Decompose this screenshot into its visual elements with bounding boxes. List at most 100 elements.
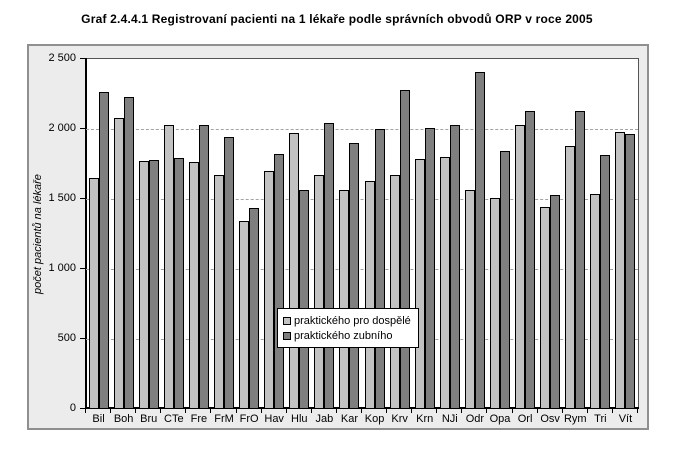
bar-Hav-series1	[274, 154, 285, 409]
legend-item-dental: praktického zubního	[283, 328, 411, 343]
x-tick-10	[336, 409, 337, 413]
bar-Vít-series0	[615, 132, 626, 409]
y-axis-line	[85, 58, 87, 409]
x-tick-20	[587, 409, 588, 413]
x-tick-label-Osv: Osv	[540, 413, 560, 425]
x-tick-label-Fre: Fre	[190, 413, 208, 425]
bar-Fre-series0	[188, 162, 199, 409]
gridline-2000	[86, 129, 638, 130]
bar-Tri-series0	[590, 194, 601, 409]
bar-Bil-series0	[88, 178, 99, 409]
x-tick-6	[236, 409, 237, 413]
bar-Tri-series1	[600, 155, 611, 409]
x-tick-7	[261, 409, 262, 413]
legend-item-adults: praktického pro dospělé	[283, 313, 411, 328]
bar-NJi-series1	[449, 125, 460, 409]
x-tick-13	[411, 409, 412, 413]
bar-Rym-series0	[565, 146, 576, 409]
bar-Krv-series0	[389, 175, 400, 409]
y-tick-1000	[80, 268, 85, 269]
legend-label-adults: praktického pro dospělé	[294, 314, 411, 327]
x-tick-8	[286, 409, 287, 413]
bar-Bru-series1	[148, 160, 159, 409]
y-tick-label-500: 500	[57, 332, 76, 344]
y-tick-0	[80, 408, 85, 409]
bar-FrM-series1	[223, 137, 234, 409]
x-tick-label-Boh: Boh	[113, 413, 134, 425]
bar-Bil-series1	[98, 92, 109, 409]
bar-Hav-series0	[264, 171, 275, 409]
x-tick-label-Kop: Kop	[364, 413, 385, 425]
legend-marker-dental-icon	[283, 331, 291, 340]
x-tick-3	[160, 409, 161, 413]
bar-Kar-series1	[349, 143, 360, 409]
y-tick-label-2000: 2 000	[48, 122, 76, 134]
y-tick-500	[80, 338, 85, 339]
bar-NJi-series0	[439, 157, 450, 409]
x-tick-label-Rym: Rym	[563, 413, 587, 425]
y-tick-2500	[80, 58, 85, 59]
x-tick-label-NJi: NJi	[441, 413, 458, 425]
bar-CTe-series0	[163, 125, 174, 409]
y-tick-label-0: 0	[69, 402, 76, 414]
x-tick-9	[311, 409, 312, 413]
x-tick-16	[486, 409, 487, 413]
bar-Rym-series1	[575, 111, 586, 409]
bar-Osv-series1	[550, 195, 561, 409]
x-tick-label-Krn: Krn	[416, 413, 434, 425]
bar-Kop-series1	[374, 129, 385, 409]
y-tick-2000	[80, 128, 85, 129]
y-axis-title: počet pacientů na lékaře	[32, 174, 44, 294]
y-tick-label-1000: 1 000	[48, 262, 76, 274]
x-tick-label-Hav: Hav	[264, 413, 284, 425]
bar-Boh-series1	[123, 97, 134, 409]
x-tick-5	[210, 409, 211, 413]
y-tick-label-1500: 1 500	[48, 192, 76, 204]
x-tick-17	[512, 409, 513, 413]
bar-Krv-series1	[399, 90, 410, 409]
x-tick-11	[361, 409, 362, 413]
x-tick-label-Odr: Odr	[465, 413, 485, 425]
x-tick-label-Kar: Kar	[340, 413, 358, 425]
legend-label-dental: praktického zubního	[294, 329, 393, 342]
bar-FrO-series0	[239, 221, 250, 409]
x-tick-label-Krv: Krv	[391, 413, 408, 425]
bar-Opa-series1	[499, 151, 510, 409]
x-tick-label-Hlu: Hlu	[291, 413, 308, 425]
x-tick-label-Bru: Bru	[140, 413, 158, 425]
y-tick-1500	[80, 198, 85, 199]
chart-title: Graf 2.4.4.1 Registrovaní pacienti na 1 …	[81, 12, 593, 26]
x-tick-18	[537, 409, 538, 413]
x-axis-line	[85, 407, 639, 409]
bar-Orl-series1	[525, 111, 536, 409]
bar-Boh-series0	[113, 118, 124, 409]
bar-Opa-series0	[489, 198, 500, 409]
bar-Kop-series0	[364, 181, 375, 409]
x-tick-12	[386, 409, 387, 413]
bar-Krn-series0	[414, 159, 425, 409]
bar-Vít-series1	[625, 134, 636, 409]
bar-Hlu-series1	[299, 190, 310, 409]
bar-Kar-series0	[339, 190, 350, 409]
bar-Osv-series0	[540, 207, 551, 409]
bar-Odr-series1	[474, 72, 485, 409]
x-tick-4	[185, 409, 186, 413]
x-tick-label-Vít: Vít	[618, 413, 633, 425]
x-tick-label-FrO: FrO	[239, 413, 259, 425]
bar-Jab-series0	[314, 175, 325, 409]
plot-area	[86, 58, 639, 409]
bar-Orl-series0	[515, 125, 526, 409]
x-tick-label-Opa: Opa	[489, 413, 511, 425]
bar-FrO-series1	[249, 208, 260, 409]
x-tick-14	[436, 409, 437, 413]
bar-Jab-series1	[324, 123, 335, 409]
bar-Bru-series0	[138, 161, 149, 409]
y-tick-label-2500: 2 500	[48, 52, 76, 64]
bar-FrM-series0	[213, 175, 224, 409]
x-tick-1	[110, 409, 111, 413]
x-tick-0	[85, 409, 86, 413]
bar-Odr-series0	[464, 190, 475, 409]
gridline-1500	[86, 199, 638, 200]
x-tick-label-CTe: CTe	[164, 413, 184, 425]
